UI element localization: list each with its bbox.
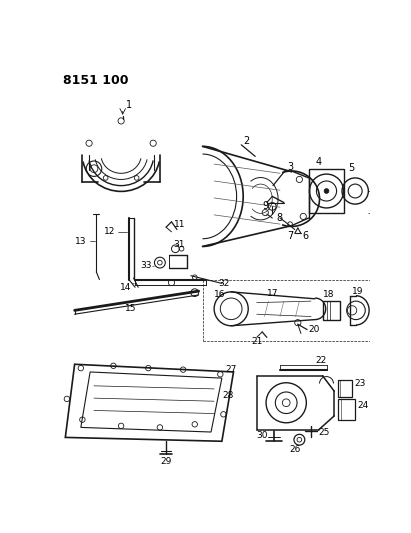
Text: 15: 15 [125, 304, 136, 313]
Text: 9: 9 [262, 201, 268, 212]
Bar [338, 379, 352, 397]
Bar [323, 301, 339, 320]
Text: 19: 19 [352, 287, 364, 296]
Text: 20: 20 [309, 325, 320, 334]
Text: 26: 26 [290, 445, 301, 454]
Text: 24: 24 [358, 401, 369, 409]
Text: 31: 31 [173, 240, 185, 249]
Text: 23: 23 [354, 379, 366, 388]
Text: 17: 17 [267, 289, 278, 298]
Text: 12: 12 [104, 227, 115, 236]
Text: 5: 5 [348, 163, 354, 173]
Text: 14: 14 [120, 283, 131, 292]
Text: 8151 100: 8151 100 [63, 75, 129, 87]
Bar [309, 169, 344, 213]
Text: 27: 27 [226, 365, 237, 374]
Text: 32: 32 [218, 279, 229, 288]
Text: 11: 11 [174, 220, 185, 229]
Text: 7: 7 [287, 231, 293, 241]
Text: 16: 16 [214, 290, 226, 300]
Text: 13: 13 [75, 237, 86, 246]
Text: 4: 4 [316, 157, 322, 167]
Text: 8: 8 [276, 213, 282, 223]
Text: 33: 33 [141, 261, 152, 270]
Text: 2: 2 [244, 136, 250, 146]
Text: 28: 28 [222, 391, 233, 400]
Text: 6: 6 [302, 231, 309, 241]
Text: 3: 3 [287, 162, 293, 172]
Text: 30: 30 [257, 431, 268, 440]
Bar [338, 399, 355, 421]
Text: 29: 29 [160, 457, 172, 466]
Text: 1: 1 [126, 100, 132, 110]
Text: 22: 22 [315, 356, 326, 365]
Text: 18: 18 [323, 290, 334, 300]
Text: 25: 25 [319, 427, 330, 437]
Circle shape [324, 189, 329, 193]
Text: 21: 21 [251, 337, 263, 346]
